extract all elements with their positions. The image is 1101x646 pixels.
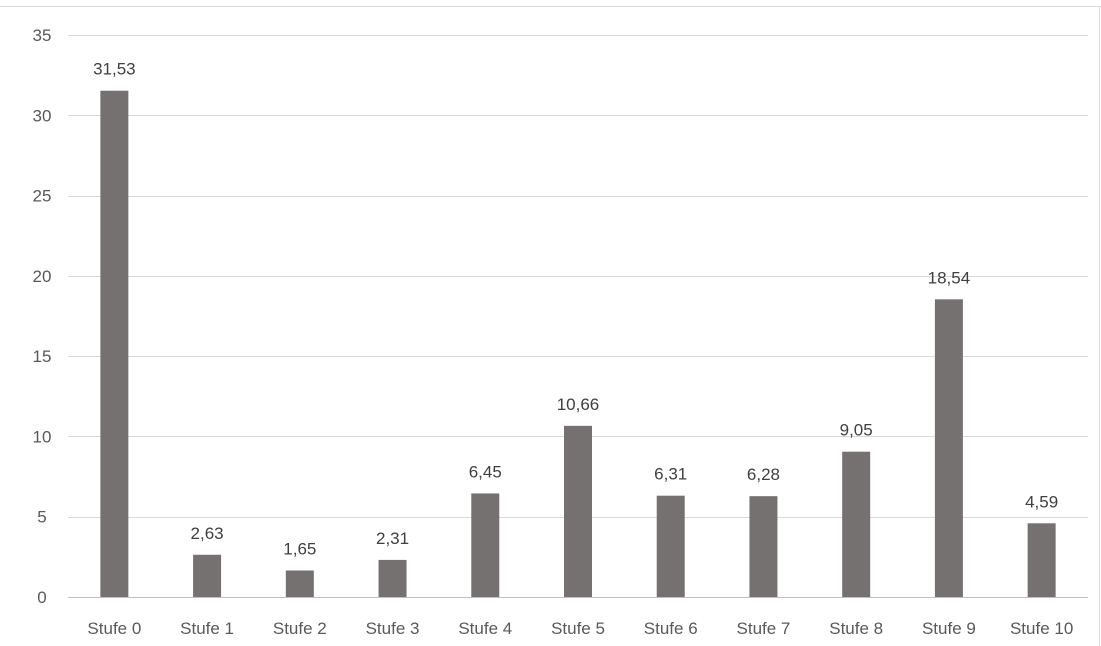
data-label: 31,53 [93, 60, 136, 79]
x-tick-label: Stufe 9 [922, 619, 976, 638]
data-labels: 31,53 2,63 1,65 2,31 6,45 10,66 6,31 6,28 9,05 18… [93, 60, 1058, 559]
x-tick-label: Stufe 8 [829, 619, 883, 638]
x-tick-label: Stufe 4 [458, 619, 512, 638]
x-tick-label: Stufe 2 [273, 619, 327, 638]
data-label: 6,31 [654, 465, 687, 484]
data-label: 10,66 [557, 395, 600, 414]
bar [471, 493, 500, 597]
y-tick-label: 35 [33, 26, 52, 45]
bar [564, 425, 592, 597]
data-label: 18,54 [928, 268, 971, 287]
bar [656, 495, 685, 597]
data-label: 4,59 [1025, 492, 1058, 511]
x-tick-label: Stufe 5 [551, 619, 605, 638]
data-label: 9,05 [840, 421, 873, 440]
y-tick-label: 15 [33, 347, 52, 366]
x-axis-tick-labels: Stufe 0 Stufe 1 Stufe 2 Stufe 3 Stufe 4 Stufe… [87, 619, 1073, 638]
data-label: 6,45 [469, 462, 502, 481]
bars [100, 90, 1056, 597]
x-tick-label: Stufe 0 [87, 619, 141, 638]
x-tick-label: Stufe 3 [366, 619, 420, 638]
bar [749, 496, 778, 597]
bar [193, 554, 222, 597]
x-tick-label: Stufe 6 [644, 619, 698, 638]
bar [100, 90, 129, 597]
y-tick-label: 25 [33, 187, 52, 206]
y-axis-tick-labels: 0 5 10 15 20 25 30 35 [33, 26, 52, 607]
bar [842, 451, 871, 597]
bar [934, 299, 963, 597]
y-tick-label: 0 [37, 588, 46, 607]
y-tick-label: 10 [33, 427, 52, 446]
data-label: 2,31 [376, 529, 409, 548]
data-label: 2,63 [191, 524, 224, 543]
y-tick-label: 20 [33, 267, 52, 286]
data-label: 1,65 [283, 540, 316, 559]
bar [378, 559, 407, 597]
chart-border-right [1099, 6, 1100, 646]
bar [285, 570, 314, 597]
x-tick-label: Stufe 7 [737, 619, 791, 638]
chart-border-top [0, 6, 1101, 7]
x-tick-label: Stufe 1 [180, 619, 234, 638]
bar [1027, 523, 1056, 597]
y-tick-label: 5 [37, 508, 46, 527]
data-label: 6,28 [747, 465, 780, 484]
x-tick-label: Stufe 10 [1010, 619, 1073, 638]
y-tick-label: 30 [33, 106, 52, 125]
